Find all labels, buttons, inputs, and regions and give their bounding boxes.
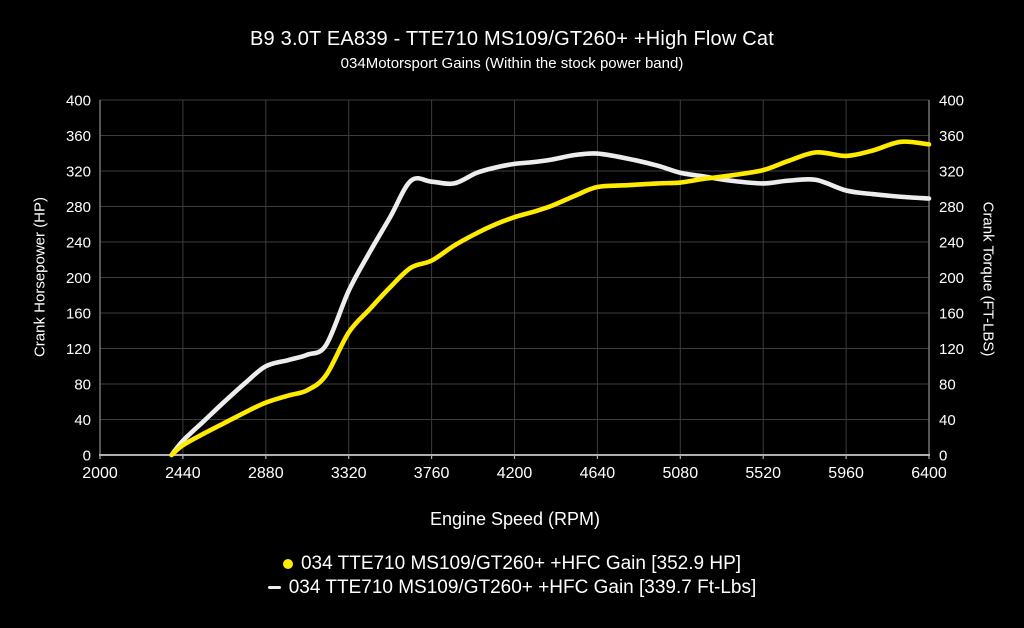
legend: 034 TTE710 MS109/GT260+ +HFC Gain [352.9… (0, 552, 1024, 599)
legend-label-torque: 034 TTE710 MS109/GT260+ +HFC Gain [339.7… (288, 577, 757, 598)
hp-curve (169, 139, 932, 458)
y-tick-label-left: 320 (66, 164, 91, 181)
x-tick-label: 2440 (165, 465, 201, 482)
chart-title: B9 3.0T EA839 - TTE710 MS109/GT260+ +Hig… (250, 28, 774, 50)
y-tick-label-left: 0 (83, 448, 91, 465)
y-tick-label-left: 400 (66, 93, 91, 110)
y-tick-label-right: 360 (939, 128, 964, 145)
x-tick-label: 2880 (248, 465, 284, 482)
legend-label-hp: 034 TTE710 MS109/GT260+ +HFC Gain [352.9… (300, 553, 742, 574)
x-axis-title: Engine Speed (RPM) (429, 509, 601, 529)
y-tick-label-left: 200 (66, 270, 91, 287)
hp-series-dot-icon (282, 558, 293, 569)
y-tick-label-right: 40 (939, 412, 956, 429)
y-tick-label-right: 80 (939, 377, 956, 394)
legend-item-hp: 034 TTE710 MS109/GT260+ +HFC Gain [352.9… (282, 552, 742, 575)
y-tick-label-right: 320 (939, 164, 964, 181)
y-axis-title-left: Crank Horsepower (HP) (31, 196, 49, 358)
x-tick-label: 3760 (414, 465, 450, 482)
y-tick-label-right: 160 (939, 306, 964, 323)
x-tick-label: 5960 (828, 465, 864, 482)
y-tick-label-left: 160 (66, 306, 91, 323)
y-tick-label-right: 280 (939, 199, 964, 216)
x-tick-label: 5080 (663, 465, 699, 482)
y-tick-label-left: 120 (66, 341, 91, 358)
y-tick-label-right: 0 (939, 448, 947, 465)
legend-item-torque: 034 TTE710 MS109/GT260+ +HFC Gain [339.7… (267, 576, 757, 599)
x-tick-label: 3320 (331, 465, 367, 482)
y-tick-label-left: 240 (66, 235, 91, 252)
x-tick-label: 4640 (580, 465, 616, 482)
y-tick-label-left: 80 (74, 377, 91, 394)
x-tick-label: 6400 (911, 465, 947, 482)
x-tick-label: 4200 (497, 465, 533, 482)
y-tick-label-right: 400 (939, 93, 964, 110)
y-tick-label-left: 40 (74, 412, 91, 429)
y-axis-title-right: Crank Torque (FT-LBS) (979, 201, 997, 357)
chart-subtitle: 034Motorsport Gains (Within the stock po… (340, 55, 684, 72)
y-tick-label-right: 120 (939, 341, 964, 358)
y-tick-label-left: 360 (66, 128, 91, 145)
torque-series-dash-icon (267, 585, 281, 590)
x-tick-label: 5520 (745, 465, 781, 482)
y-tick-label-left: 280 (66, 199, 91, 216)
y-tick-label-right: 200 (939, 270, 964, 287)
y-tick-label-right: 240 (939, 235, 964, 252)
torque-curve (169, 151, 932, 458)
x-tick-label: 2000 (82, 465, 118, 482)
